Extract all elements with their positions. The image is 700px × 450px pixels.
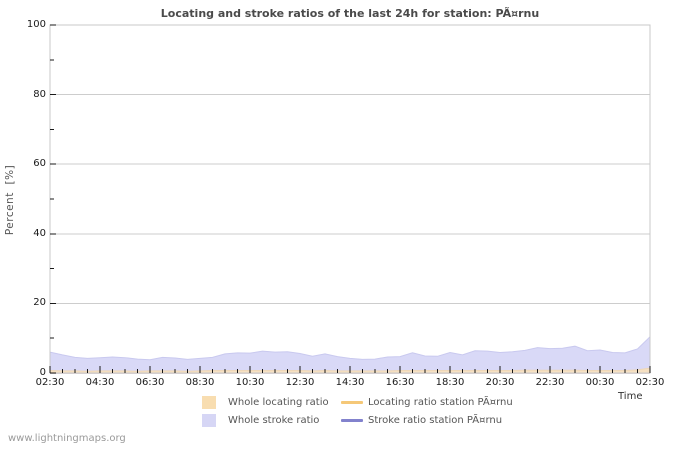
legend-line-stroke-ratio-station <box>341 419 363 422</box>
x-tick-label-12:30: 12:30 <box>285 377 315 388</box>
x-tick-label-18:30: 18:30 <box>435 377 465 388</box>
y-tick-label-80: 80 <box>33 88 46 100</box>
y-tick-label-100: 100 <box>26 19 46 30</box>
legend-label-locating-ratio-station: Locating ratio station PÃ¤rnu <box>368 397 513 408</box>
chart-title: Locating and stroke ratios of the last 2… <box>160 7 540 20</box>
x-tick-label-10:30: 10:30 <box>235 377 265 388</box>
legend-swatch-whole-locating-ratio <box>202 396 216 409</box>
legend-label-whole-locating-ratio: Whole locating ratio <box>228 397 329 408</box>
y-tick-label-60: 60 <box>33 158 46 170</box>
x-tick-label-20:30: 20:30 <box>485 377 515 388</box>
legend-label-stroke-ratio-station: Stroke ratio station PÃ¤rnu <box>368 415 503 426</box>
x-tick-label-06:30: 06:30 <box>135 377 165 388</box>
x-tick-label-00:30: 00:30 <box>585 377 615 388</box>
plot-border <box>49 24 651 374</box>
x-tick-label-08:30: 08:30 <box>185 377 215 388</box>
watermark-text: www.lightningmaps.org <box>8 433 126 444</box>
y-tick-label-40: 40 <box>33 227 46 239</box>
legend-swatch-whole-stroke-ratio <box>202 414 216 427</box>
x-tick-label-14:30: 14:30 <box>335 377 365 388</box>
x-tick-label-22:30: 22:30 <box>535 377 565 388</box>
x-tick-label-02:30: 02:30 <box>635 377 665 388</box>
x-tick-label-16:30: 16:30 <box>385 377 415 388</box>
x-tick-label-04:30: 04:30 <box>85 377 115 388</box>
x-tick-label-02:30: 02:30 <box>35 377 65 388</box>
legend-line-locating-ratio-station <box>341 401 363 404</box>
y-tick-label-20: 20 <box>33 297 46 309</box>
area-series-1 <box>49 335 651 374</box>
legend-label-whole-stroke-ratio: Whole stroke ratio <box>228 415 320 426</box>
x-axis-title: Time <box>618 391 643 402</box>
y-tick-label-0: 0 <box>39 367 46 378</box>
